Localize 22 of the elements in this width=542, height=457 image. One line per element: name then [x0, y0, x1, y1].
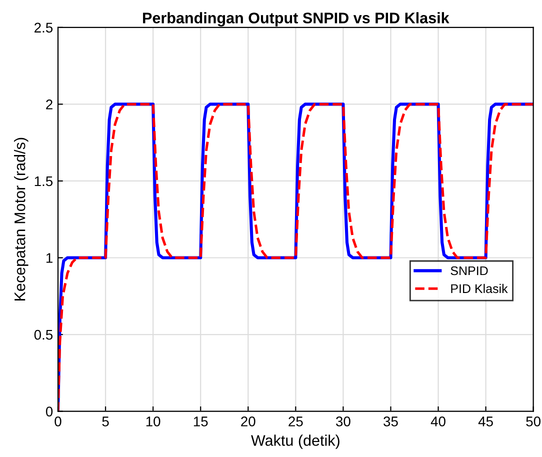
chart-title: Perbandingan Output SNPID vs PID Klasik	[143, 12, 450, 26]
x-tick-label: 30	[336, 416, 350, 426]
x-tick-label: 5	[102, 416, 109, 426]
x-tick-label: 35	[384, 416, 398, 426]
x-axis-title: Waktu (detik)	[251, 434, 340, 449]
y-tick-label: 2	[46, 100, 52, 110]
legend-label: SNPID	[450, 266, 488, 276]
x-tick-label: 40	[430, 416, 446, 426]
y-tick-label: 0	[46, 406, 53, 416]
x-tick-label: 10	[146, 416, 160, 426]
x-tick-label: 25	[288, 416, 303, 426]
x-tick-label: 50	[526, 416, 541, 426]
y-tick-label: 1	[46, 253, 52, 263]
x-tick-label: 15	[194, 416, 208, 426]
y-tick-label: 2.5	[34, 22, 53, 33]
y-tick-label: 1.5	[34, 176, 53, 186]
x-tick-label: 0	[54, 416, 62, 426]
y-tick-label: 0.5	[34, 330, 53, 340]
x-tick-label: 45	[478, 416, 493, 426]
y-axis-title: Kecepatan Motor (rad/s)	[14, 138, 28, 300]
legend-label: PID Klasik	[451, 284, 508, 294]
x-tick-label: 20	[241, 416, 256, 426]
